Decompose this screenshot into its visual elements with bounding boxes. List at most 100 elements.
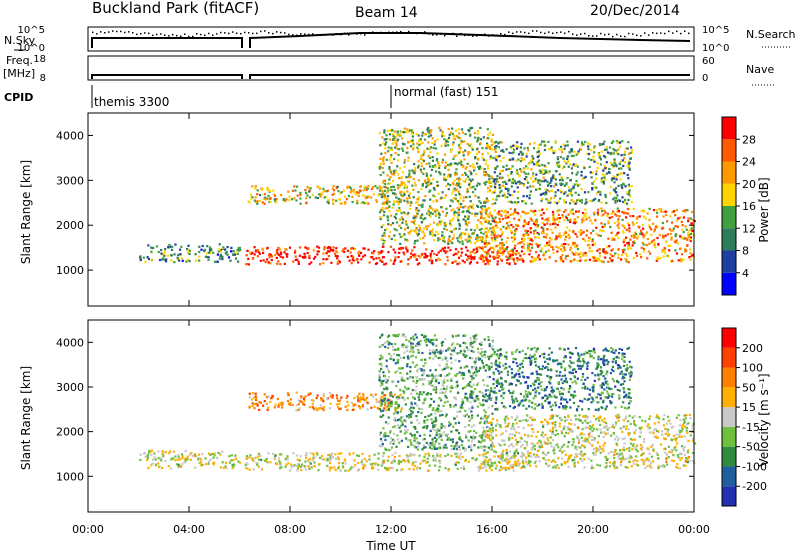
echo-cell-2: [248, 201, 250, 203]
echo-cell-4: [539, 258, 541, 260]
cpid-entry-normal: normal (fast) 151: [394, 85, 498, 99]
echo-cell-3: [428, 184, 430, 186]
echo-cell-1: [246, 263, 248, 265]
echo-cell-3: [465, 448, 467, 450]
nsearch-point: [568, 31, 570, 33]
echo-cell-5: [494, 171, 496, 173]
echo-cell-5: [603, 176, 605, 178]
echo-cell-1: [377, 469, 379, 471]
echo-cell-0: [174, 244, 176, 246]
echo-cell-4: [669, 245, 671, 247]
echo-cell-2: [341, 191, 343, 193]
echo-cell-3: [394, 371, 396, 373]
echo-cell-5: [554, 150, 556, 152]
echo-cell-4: [611, 232, 613, 234]
echo-cell-3: [433, 147, 435, 149]
echo-cell-4: [560, 245, 562, 247]
echo-cell-4: [481, 238, 483, 240]
echo-cell-3: [379, 370, 381, 372]
echo-cell-4: [572, 243, 574, 245]
freq-trace: [92, 75, 690, 79]
echo-cell-4: [670, 238, 672, 240]
echo-cell-4: [524, 238, 526, 240]
echo-cell-4: [552, 223, 554, 225]
echo-cell-1: [519, 462, 521, 464]
echo-cell-1: [299, 459, 301, 461]
echo-cell-3: [470, 340, 472, 342]
echo-cell-0: [198, 256, 200, 258]
echo-cell-3: [485, 411, 487, 413]
echo-cell-5: [599, 194, 601, 196]
echo-cell-4: [624, 244, 626, 246]
echo-cell-3: [405, 131, 407, 133]
echo-cell-0: [221, 256, 223, 258]
nsearch-point: [272, 33, 274, 35]
echo-cell-5: [526, 179, 528, 181]
echo-cell-4: [496, 227, 498, 229]
echo-cell-3: [438, 443, 440, 445]
echo-cell-0: [225, 465, 227, 467]
echo-cell-3: [444, 426, 446, 428]
echo-cell-1: [458, 262, 460, 264]
echo-cell-3: [430, 207, 432, 209]
echo-cell-3: [406, 350, 408, 352]
echo-cell-0: [177, 459, 179, 461]
freq-panel: [88, 56, 694, 80]
echo-cell-3: [461, 401, 463, 403]
echo-cell-4: [486, 233, 488, 235]
echo-cell-4: [585, 255, 587, 257]
echo-cell-3: [408, 157, 410, 159]
echo-cell-4: [681, 253, 683, 255]
echo-cell-3: [420, 158, 422, 160]
echo-cell-4: [645, 233, 647, 235]
echo-cell-3: [444, 366, 446, 368]
echo-cell-3: [430, 216, 432, 218]
echo-cell-4: [653, 209, 655, 211]
echo-cell-3: [488, 397, 490, 399]
freq-unit: [MHz]: [3, 67, 35, 80]
echo-cell-1: [385, 263, 387, 265]
echo-cell-5: [525, 176, 527, 178]
echo-cell-3: [445, 447, 447, 449]
echo-cell-5: [604, 174, 606, 176]
echo-cell-5: [523, 195, 525, 197]
echo-cell-3: [482, 362, 484, 364]
echo-cell-2: [344, 196, 346, 198]
echo-cell-1: [249, 469, 251, 471]
echo-cell-1: [267, 261, 269, 263]
echo-cell-3: [404, 159, 406, 161]
echo-cell-3: [393, 440, 395, 442]
echo-cell-3: [426, 442, 428, 444]
echo-cell-3: [473, 335, 475, 337]
echo-cell-5: [601, 177, 603, 179]
echo-cell-5: [552, 174, 554, 176]
echo-cell-3: [390, 186, 392, 188]
echo-cell-3: [470, 447, 472, 449]
echo-cell-4: [579, 232, 581, 234]
echo-cell-5: [492, 198, 494, 200]
echo-cell-5: [561, 149, 563, 151]
colorbar-tick-label: 28: [742, 133, 756, 146]
echo-cell-5: [609, 193, 611, 195]
echo-cell-3: [447, 401, 449, 403]
echo-cell-3: [403, 233, 405, 235]
echo-cell-3: [417, 441, 419, 443]
echo-cell-4: [574, 245, 576, 247]
echo-cell-3: [383, 129, 385, 131]
echo-cell-2: [358, 192, 360, 194]
echo-cell-0: [151, 450, 153, 452]
echo-cell-3: [430, 212, 432, 214]
echo-cell-5: [548, 202, 550, 204]
echo-cell-3: [380, 445, 382, 447]
echo-cell-3: [397, 139, 399, 141]
echo-cell-1: [514, 263, 516, 265]
echo-cell-1: [300, 455, 302, 457]
echo-cell-3: [424, 362, 426, 364]
echo-cell-1: [269, 256, 271, 258]
echo-cell-5: [505, 183, 507, 185]
echo-cell-3: [474, 188, 476, 190]
echo-cell-3: [424, 359, 426, 361]
echo-cell-3: [479, 422, 481, 424]
echo-cell-2: [359, 189, 361, 191]
